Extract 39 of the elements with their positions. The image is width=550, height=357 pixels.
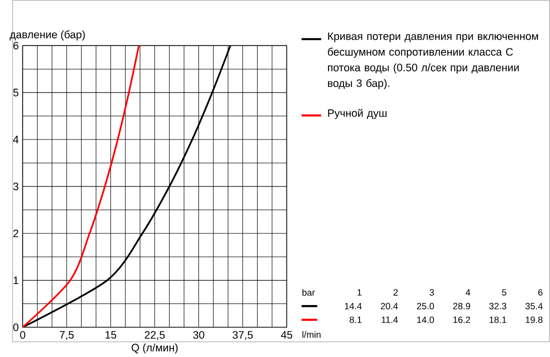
y-tick-label: 3 [13, 182, 18, 190]
y-tick-label: 1 [14, 276, 18, 284]
x-tick-label: 37,5 [232, 331, 253, 340]
x-axis-title: Q (л/мин) [132, 343, 178, 354]
y-tick-label: 0 [13, 323, 18, 332]
text: 35.4 [525, 302, 543, 310]
text: 11.4 [382, 316, 398, 323]
text: 25.0 [417, 302, 434, 310]
text: 18.1 [490, 316, 506, 323]
text: 20.4 [380, 302, 398, 310]
text: 3 [430, 289, 434, 296]
text: 28.9 [453, 302, 470, 310]
text: bar [302, 289, 315, 296]
x-tick-label: 45 [280, 331, 292, 339]
text: 1 [358, 289, 362, 296]
legend-label: Ручной душ [328, 108, 386, 119]
line-series [22, 46, 140, 328]
text: 14.4 [344, 302, 362, 310]
text: l/min [302, 331, 321, 338]
y-axis-title: давление (бар) [10, 30, 85, 40]
text: 14.0 [417, 316, 434, 323]
text: 4 [466, 289, 470, 296]
y-tick-label: 6 [13, 42, 18, 50]
text: 5 [502, 289, 506, 296]
text: 2 [394, 289, 398, 296]
y-tick-label: 5 [13, 88, 18, 96]
x-tick-label: 7,5 [60, 331, 74, 340]
x-tick-label: 0 [20, 331, 26, 339]
y-tick-label: 4 [13, 136, 19, 144]
y-tick-label: 2 [13, 230, 18, 238]
x-tick-label: 30 [193, 331, 204, 339]
text: 19.8 [526, 316, 542, 323]
x-tick-label: 22,5 [144, 331, 165, 340]
text: 6 [538, 289, 542, 296]
text: 16.2 [453, 316, 470, 323]
x-tick-label: 15 [106, 331, 116, 339]
text: 8.1 [350, 316, 362, 323]
text: 32.3 [489, 302, 506, 310]
legend-label: Кривая потери давления при включенном бесшумном сопротивлении класса С потока воды (0.50 л/сек при давлении воды 3 бар). [328, 32, 538, 90]
